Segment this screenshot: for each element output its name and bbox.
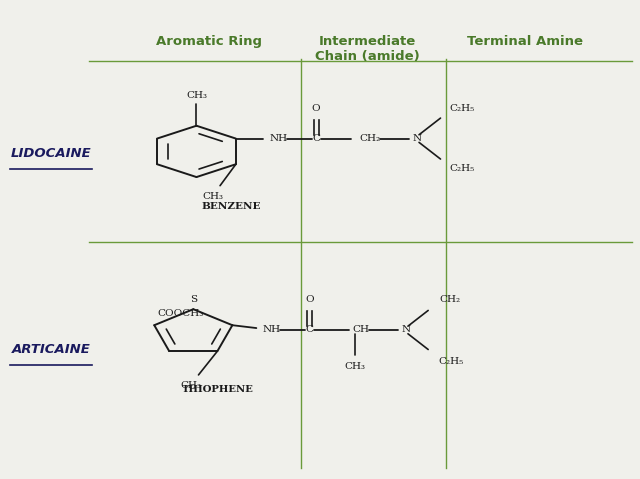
Text: Intermediate
Chain (amide): Intermediate Chain (amide): [315, 34, 419, 63]
Text: N: N: [401, 325, 411, 334]
Text: BENZENE: BENZENE: [202, 202, 261, 211]
Text: O: O: [312, 104, 321, 113]
Text: CH₂: CH₂: [439, 295, 460, 304]
Text: C₂H₅: C₂H₅: [438, 357, 463, 366]
Text: THIOPHENE: THIOPHENE: [182, 385, 253, 394]
Text: ARTICAINE: ARTICAINE: [12, 342, 91, 355]
Text: C₂H₅: C₂H₅: [449, 164, 475, 173]
Text: CH₃: CH₃: [344, 362, 365, 371]
Text: S: S: [189, 295, 197, 304]
Text: CH₃: CH₃: [202, 192, 223, 201]
Text: N: N: [413, 134, 422, 143]
Text: NH: NH: [269, 134, 287, 143]
Text: C: C: [312, 134, 320, 143]
Text: COOCH₃: COOCH₃: [157, 309, 204, 318]
Text: C: C: [305, 325, 314, 334]
Text: CH: CH: [353, 325, 370, 334]
Text: C₂H₅: C₂H₅: [449, 104, 475, 113]
Text: NH: NH: [262, 325, 280, 334]
Text: CH₂: CH₂: [360, 134, 381, 143]
Text: O: O: [305, 296, 314, 305]
Text: Aromatic Ring: Aromatic Ring: [156, 34, 262, 48]
Text: Terminal Amine: Terminal Amine: [467, 34, 583, 48]
Text: CH₃: CH₃: [180, 381, 202, 390]
Text: CH₃: CH₃: [186, 91, 207, 100]
Text: LIDOCAINE: LIDOCAINE: [11, 147, 92, 160]
